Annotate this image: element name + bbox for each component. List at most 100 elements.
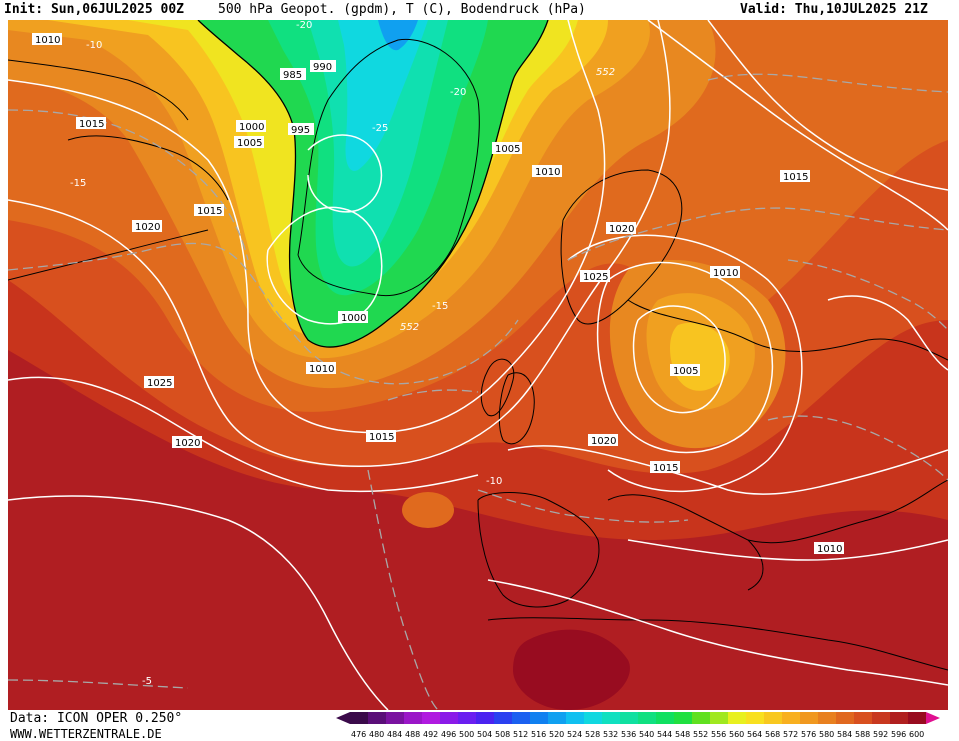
geopot-label: 552	[400, 322, 419, 333]
legend-tick-label: 480	[369, 730, 384, 739]
legend-swatch	[908, 712, 926, 724]
isobars	[8, 20, 948, 710]
legend-swatch	[476, 712, 494, 724]
legend-swatch	[638, 712, 656, 724]
geopot-label: 552	[596, 67, 615, 78]
legend-tick-label: 576	[801, 730, 816, 739]
legend-swatch	[566, 712, 584, 724]
isobar-label: 1010	[32, 33, 62, 46]
legend-swatch	[368, 712, 386, 724]
legend-tick-label: 556	[711, 730, 726, 739]
isobar-label: 1015	[650, 461, 680, 474]
valid-time: Valid: Thu,10JUL2025 21Z	[740, 2, 928, 17]
legend-tick-label: 552	[693, 730, 708, 739]
legend-tick-label: 540	[639, 730, 654, 739]
legend-tick-label: 564	[747, 730, 762, 739]
isotherm-label: -15	[432, 301, 448, 312]
svg-text:1015: 1015	[783, 172, 808, 183]
isobar-label: 1020	[132, 220, 162, 233]
legend-swatch	[800, 712, 818, 724]
map-canvas: 1010 1015 1020 1025 1000 1005 995 990 98…	[8, 20, 948, 710]
legend-swatch	[602, 712, 620, 724]
legend-tick-label: 524	[567, 730, 582, 739]
legend-tick-label: 516	[531, 730, 546, 739]
svg-text:1020: 1020	[591, 436, 616, 447]
svg-text:990: 990	[313, 62, 332, 73]
isotherm-label: -20	[296, 20, 312, 31]
legend-swatch	[674, 712, 692, 724]
legend-swatch	[440, 712, 458, 724]
isobar-labels: 1010 1015 1020 1025 1000 1005 995 990 98…	[32, 33, 844, 555]
svg-text:1005: 1005	[237, 138, 262, 149]
legend-tick-label: 536	[621, 730, 636, 739]
isotherm-label: -25	[372, 123, 388, 134]
legend-swatch	[746, 712, 764, 724]
legend-tick-label: 484	[387, 730, 402, 739]
legend-tick-label: 488	[405, 730, 420, 739]
isotherm-label: -5	[142, 676, 152, 687]
legend-tick-label: 528	[585, 730, 600, 739]
isobar-label: 1010	[532, 165, 562, 178]
weather-map: 1010 1015 1020 1025 1000 1005 995 990 98…	[8, 20, 948, 710]
isobar-label: 990	[310, 60, 336, 73]
legend-swatch	[854, 712, 872, 724]
svg-text:1020: 1020	[609, 224, 634, 235]
legend-swatch	[656, 712, 674, 724]
legend-tick-label: 592	[873, 730, 888, 739]
legend-swatch	[512, 712, 530, 724]
svg-text:1020: 1020	[135, 222, 160, 233]
color-legend: 476 480 484 488 492 496 500 504 508 512 516 520 524 5…	[336, 712, 940, 739]
svg-text:1010: 1010	[35, 35, 60, 46]
legend-swatch	[584, 712, 602, 724]
legend-swatch	[530, 712, 548, 724]
isobar-label: 1025	[580, 270, 610, 283]
isobar-label: 1000	[236, 120, 266, 133]
svg-text:1015: 1015	[653, 463, 678, 474]
svg-text:985: 985	[283, 70, 302, 81]
isotherm-labels: -10 -15 -20 -25 -5 -10 -15 -20	[70, 20, 502, 687]
legend-swatch	[818, 712, 836, 724]
isobar-label: 995	[288, 123, 314, 136]
isobar-label: 1010	[710, 266, 740, 279]
legend-swatch	[458, 712, 476, 724]
isobar-label: 1015	[780, 170, 810, 183]
legend-tick-label: 568	[765, 730, 780, 739]
website: WWW.WETTERZENTRALE.DE	[10, 727, 162, 741]
legend-swatch	[836, 712, 854, 724]
isobar-label: 1005	[234, 136, 264, 149]
legend-swatch	[620, 712, 638, 724]
legend-swatch	[422, 712, 440, 724]
legend-swatch	[890, 712, 908, 724]
svg-text:995: 995	[291, 125, 310, 136]
legend-swatch	[494, 712, 512, 724]
isobar-label: 1005	[492, 142, 522, 155]
legend-tick-label: 504	[477, 730, 492, 739]
isobar-label: 1015	[194, 204, 224, 217]
legend-tick-label: 560	[729, 730, 744, 739]
isotherm-label: -15	[70, 178, 86, 189]
legend-swatch	[782, 712, 800, 724]
legend-swatch	[386, 712, 404, 724]
isotherm-label: -10	[86, 40, 102, 51]
isobar-label: 1025	[144, 376, 174, 389]
isobar-label: 1000	[338, 311, 368, 324]
isobar-label: 1015	[366, 430, 396, 443]
legend-swatch	[728, 712, 746, 724]
legend-tick-label: 532	[603, 730, 618, 739]
isobar-label: 1015	[76, 117, 106, 130]
isobar-label: 1020	[588, 434, 618, 447]
legend-swatch	[692, 712, 710, 724]
legend-swatch	[872, 712, 890, 724]
isotherm-label: -20	[450, 87, 466, 98]
data-source: Data: ICON OPER 0.250°	[10, 711, 183, 726]
isotherms	[8, 73, 948, 710]
init-time: Init: Sun,06JUL2025 00Z	[4, 2, 185, 17]
svg-text:1025: 1025	[583, 272, 608, 283]
legend-swatch	[548, 712, 566, 724]
legend-tick-label: 508	[495, 730, 510, 739]
legend-tick-label: 496	[441, 730, 456, 739]
isobar-label: 1020	[172, 436, 202, 449]
svg-text:1010: 1010	[817, 544, 842, 555]
svg-text:1020: 1020	[175, 438, 200, 449]
svg-text:1010: 1010	[713, 268, 738, 279]
